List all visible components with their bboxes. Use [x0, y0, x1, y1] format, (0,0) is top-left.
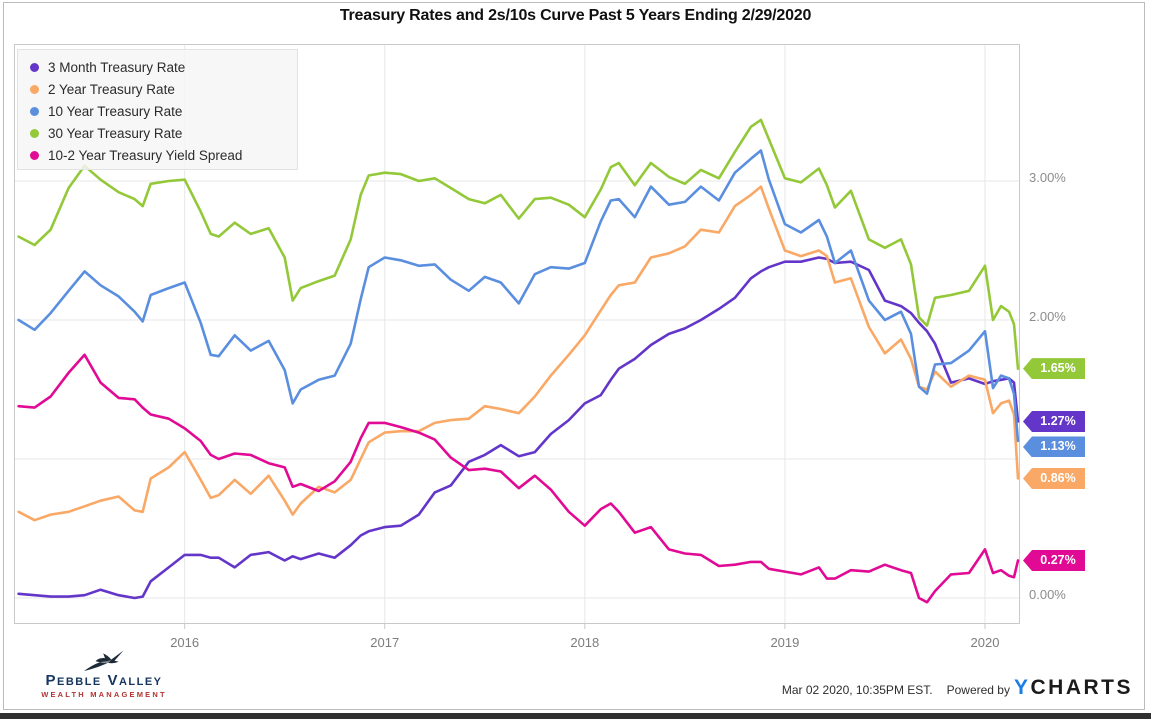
series-line-2-year-treasury-rate: [17, 185, 1020, 522]
value-tag-1.27: 1.27%: [1023, 410, 1085, 432]
chart-title: Treasury Rates and 2s/10s Curve Past 5 Y…: [339, 7, 812, 24]
legend-item[interactable]: 10-2 Year Treasury Yield Spread: [30, 144, 297, 166]
legend-dot-icon: [30, 62, 39, 72]
ycharts-y-mark: Y: [1013, 676, 1031, 699]
legend-item[interactable]: 2 Year Treasury Rate: [30, 78, 297, 100]
legend-item[interactable]: 3 Month Treasury Rate: [30, 56, 297, 78]
value-tag-0.27: 0.27%: [1023, 549, 1085, 571]
x-axis-label: 2016: [170, 635, 200, 650]
eagle-icon: [84, 650, 124, 671]
legend-item[interactable]: 10 Year Treasury Rate: [30, 100, 297, 122]
series-line-30-year-treasury-rate: [17, 118, 1020, 371]
y-axis-label: 2.00%: [1029, 309, 1066, 325]
y-axis-label: 3.00%: [1029, 170, 1066, 186]
x-axis-label: 2020: [970, 635, 1000, 650]
legend-dot-icon: [30, 128, 39, 138]
legend-item-label: 3 Month Treasury Rate: [48, 59, 186, 75]
x-axis-label: 2017: [370, 635, 400, 650]
legend-item[interactable]: 30 Year Treasury Rate: [30, 122, 297, 144]
legend-dot-icon: [30, 84, 39, 94]
bottom-bar: [0, 713, 1151, 719]
logo-subtitle: WEALTH MANAGEMENT: [41, 690, 167, 699]
ycharts-logo[interactable]: YCHARTS: [1014, 676, 1133, 700]
plot-frame: [14, 44, 1020, 624]
footer-attribution: Mar 02 2020, 10:35PM EST. Powered by YCH…: [782, 676, 1133, 700]
ycharts-wordmark: CHARTS: [1030, 676, 1133, 699]
series-line-10-2-year-treasury-yield-spread: [17, 353, 1020, 604]
legend-item-label: 10 Year Treasury Rate: [48, 103, 183, 119]
value-tag-1.13: 1.13%: [1023, 436, 1085, 458]
legend-item-label: 30 Year Treasury Rate: [48, 125, 183, 141]
timestamp: Mar 02 2020, 10:35PM EST.: [781, 683, 933, 697]
x-axis-label: 2018: [570, 635, 600, 650]
value-tag-0.86: 0.86%: [1023, 467, 1085, 489]
series-line-10-year-treasury-rate: [17, 149, 1020, 443]
logo-wordmark: Pebble Valley: [45, 672, 163, 689]
series-line-3-month-treasury-rate: [17, 256, 1020, 600]
treasury-rates-chart: [14, 44, 1020, 629]
legend-dot-icon: [30, 106, 39, 116]
legend-item-label: 10-2 Year Treasury Yield Spread: [48, 147, 243, 163]
legend: 3 Month Treasury Rate 2 Year Treasury Rat…: [17, 49, 298, 170]
value-tag-1.65: 1.65%: [1023, 358, 1085, 380]
legend-item-label: 2 Year Treasury Rate: [48, 81, 175, 97]
y-axis-label: 0.00%: [1029, 587, 1066, 602]
powered-by-label: Powered by: [946, 683, 1010, 697]
x-axis-label: 2019: [770, 635, 800, 650]
pebble-valley-logo: Pebble Valley WEALTH MANAGEMENT: [26, 649, 182, 699]
legend-dot-icon: [30, 150, 39, 160]
